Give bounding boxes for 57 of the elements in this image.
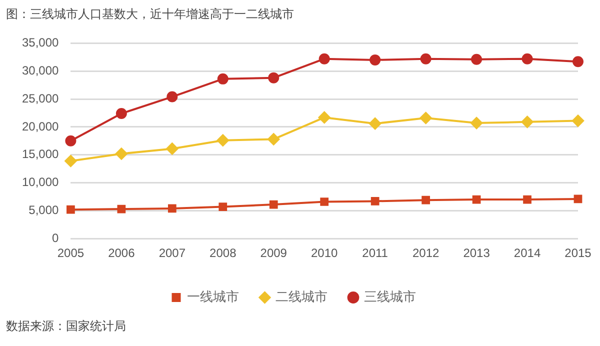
point [318, 53, 330, 64]
point [318, 111, 330, 124]
point [370, 197, 380, 206]
point [522, 53, 533, 64]
point [218, 202, 228, 211]
source-note: 数据来源：国家统计局 [6, 318, 126, 335]
point [166, 142, 178, 155]
x-tick-label: 2012 [412, 246, 440, 260]
point [66, 205, 75, 214]
point [420, 53, 432, 64]
x-tick-label: 2010 [311, 246, 338, 260]
x-tick-label: 2009 [260, 246, 288, 260]
x-tick-label: 2015 [564, 246, 592, 260]
point [116, 108, 127, 120]
point [268, 72, 280, 84]
y-tick-label: 0 [52, 230, 60, 245]
y-tick-label: 25,000 [22, 91, 60, 106]
point [216, 134, 229, 146]
x-tick-label: 2011 [362, 246, 388, 260]
point [268, 133, 280, 146]
point [472, 195, 481, 204]
point [470, 117, 483, 130]
point [420, 112, 432, 124]
y-tick-label: 20,000 [22, 119, 60, 134]
y-tick-label: 5,000 [28, 203, 60, 217]
point [117, 204, 126, 214]
x-tick-label: 2006 [108, 246, 136, 260]
y-tick-label: 15,000 [22, 147, 60, 162]
legend-label: 三线城市 [364, 290, 416, 305]
y-tick-label: 30,000 [22, 63, 60, 78]
point [217, 73, 228, 84]
point [166, 91, 178, 102]
point [471, 54, 482, 65]
point [168, 204, 176, 213]
point [572, 114, 584, 127]
legend-label: 二线城市 [275, 290, 328, 305]
point [65, 135, 76, 146]
point [422, 196, 430, 204]
point [574, 194, 582, 204]
point [521, 116, 534, 128]
x-tick-label: 2013 [463, 246, 490, 260]
point [523, 195, 532, 204]
y-tick-label: 35,000 [22, 36, 60, 50]
point [64, 155, 77, 167]
chart-title: 图：三线城市人口基数大，近十年增速高于一二线城市 [6, 6, 294, 23]
y-tick-label: 10,000 [22, 175, 60, 190]
point [369, 118, 382, 130]
x-tick-label: 2014 [514, 246, 541, 260]
point [572, 56, 584, 68]
point [370, 54, 381, 66]
x-tick-label: 2007 [158, 246, 186, 260]
x-tick-label: 2008 [210, 246, 237, 260]
legend-label: 一线城市 [186, 290, 239, 305]
x-tick-label: 2005 [57, 246, 84, 260]
point [269, 200, 278, 209]
point [115, 148, 128, 160]
point [320, 198, 329, 206]
